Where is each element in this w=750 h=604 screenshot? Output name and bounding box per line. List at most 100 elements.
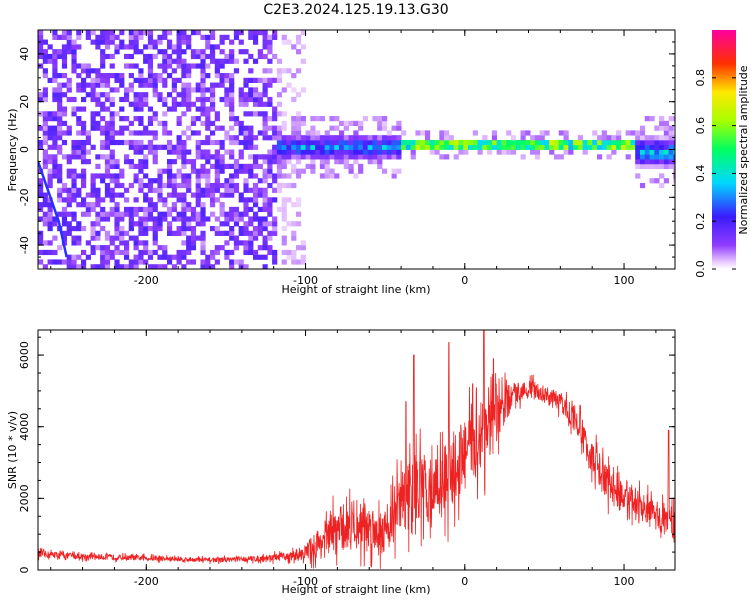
heatmap-cell [229,53,235,60]
heatmap-cell [252,135,259,141]
heatmap-cell [181,149,187,155]
heatmap-cell [52,130,58,136]
heatmap-cell [80,87,87,93]
heatmap-cell [162,249,168,256]
heatmap-cell [200,163,206,170]
heatmap-cell [530,135,536,141]
heatmap-cell [262,68,268,74]
heatmap-cell [611,144,617,150]
heatmap-cell [133,44,139,50]
heatmap-cell [286,154,292,160]
heatmap-cell [123,187,130,193]
heatmap-cell [100,34,106,40]
heatmap-cell [66,39,72,45]
heatmap-cell [123,254,130,260]
heatmap-cell [176,259,182,265]
heatmap-cell [243,178,249,184]
heatmap-cell [71,235,77,241]
heatmap-cell [209,163,216,170]
heatmap-cell [157,182,163,189]
heatmap-cell [176,34,182,40]
heatmap-cell [76,240,82,246]
heatmap-cell [190,225,197,232]
heatmap-cell [281,149,287,155]
heatmap-cell [76,106,82,112]
heatmap-cell [539,135,545,141]
heatmap-cell [47,154,53,160]
heatmap-cell [186,149,192,155]
heatmap-cell [119,264,125,269]
heatmap-cell [252,197,259,203]
heatmap-cell [90,82,96,88]
heatmap-cell [243,77,249,83]
heatmap-cell [138,240,144,246]
heatmap-cell [80,202,87,208]
heatmap-cell [147,68,154,74]
heatmap-cell [186,106,192,112]
heatmap-cell [219,230,225,236]
heatmap-cell [123,44,130,50]
heatmap-cell [272,173,278,179]
heatmap-cell [57,125,63,131]
heatmap-cell [248,197,254,203]
heatmap-cell [506,139,512,146]
heatmap-cell [147,63,154,69]
heatmap-cell [128,264,134,269]
heatmap-cell [147,73,154,79]
heatmap-cell [181,197,187,203]
heatmap-cell [310,144,316,150]
heatmap-cell [200,221,206,227]
heatmap-cell [238,101,244,107]
heatmap-cell [267,206,273,213]
heatmap-cell [534,135,541,141]
heatmap-cell [635,149,641,155]
heatmap-cell [52,58,58,64]
heatmap-cell [143,211,149,217]
heatmap-cell [558,139,564,146]
heatmap-cell [654,144,660,150]
heatmap-cell [295,34,302,40]
heatmap-cell [262,254,268,260]
heatmap-cell [257,53,263,60]
heatmap-cell [639,139,646,146]
heatmap-cell [262,159,268,165]
heatmap-cell [248,249,254,256]
heatmap-cell [90,68,96,74]
heatmap-cell [95,230,101,236]
heatmap-cell [57,111,63,117]
heatmap-cell [109,96,115,103]
heatmap-cell [66,264,72,269]
heatmap-cell [186,82,192,88]
heatmap-cell [200,168,206,174]
heatmap-cell [57,82,63,88]
heatmap-cell [123,197,130,203]
heatmap-cell [95,173,101,179]
heatmap-cell [104,163,111,170]
heatmap-cell [166,149,173,155]
heatmap-cell [663,159,670,165]
heatmap-cell [61,111,68,117]
heatmap-cell [262,82,268,88]
heatmap-cell [343,120,349,126]
heatmap-cell [205,63,211,69]
heatmap-cell [104,135,111,141]
heatmap-cell [42,216,48,222]
heatmap-cell [119,106,125,112]
heatmap-cell [109,206,115,213]
heatmap-cell [109,63,115,69]
heatmap-cell [52,73,58,79]
heatmap-cell [90,235,96,241]
heatmap-cell [181,230,187,236]
heatmap-cell [66,197,72,203]
heatmap-cell [673,163,675,170]
heatmap-cell [281,235,287,241]
heatmap-cell [147,216,154,222]
heatmap-cell [38,235,44,241]
heatmap-cell [114,163,120,170]
heatmap-cell [635,130,641,136]
heatmap-cell [109,240,115,246]
heatmap-cell [229,58,235,64]
heatmap-cell [534,144,541,150]
heatmap-cell [305,154,311,160]
heatmap-cell [582,149,588,155]
